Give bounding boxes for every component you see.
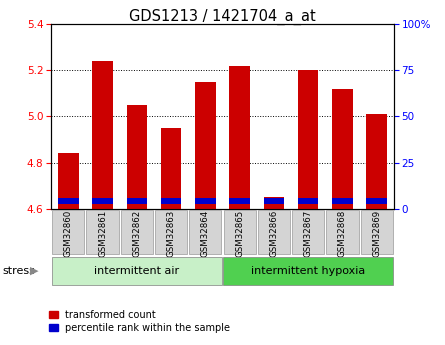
- Bar: [360, 210, 393, 254]
- Bar: [92, 61, 113, 209]
- Text: intermittent air: intermittent air: [94, 266, 179, 276]
- Bar: [92, 198, 113, 204]
- Text: GSM32867: GSM32867: [303, 210, 313, 257]
- Bar: [195, 198, 216, 204]
- Bar: [126, 198, 147, 204]
- Text: GSM32862: GSM32862: [132, 210, 142, 257]
- Bar: [86, 210, 119, 254]
- Text: GSM32866: GSM32866: [269, 210, 279, 257]
- Bar: [292, 210, 324, 254]
- Bar: [298, 198, 319, 204]
- Bar: [223, 257, 393, 285]
- Text: ▶: ▶: [30, 266, 39, 276]
- Bar: [229, 66, 250, 209]
- Text: GSM32863: GSM32863: [166, 210, 176, 257]
- Bar: [263, 198, 284, 204]
- Bar: [126, 105, 147, 209]
- Text: stress: stress: [2, 266, 35, 276]
- Bar: [52, 210, 85, 254]
- Bar: [155, 210, 187, 254]
- Bar: [326, 210, 359, 254]
- Bar: [161, 198, 182, 204]
- Text: GDS1213 / 1421704_a_at: GDS1213 / 1421704_a_at: [129, 9, 316, 25]
- Text: intermittent hypoxia: intermittent hypoxia: [251, 266, 365, 276]
- Text: GSM32864: GSM32864: [201, 210, 210, 257]
- Bar: [229, 198, 250, 204]
- Legend: transformed count, percentile rank within the sample: transformed count, percentile rank withi…: [45, 306, 234, 337]
- Bar: [332, 89, 353, 209]
- Text: GSM32868: GSM32868: [338, 210, 347, 257]
- Bar: [58, 153, 79, 209]
- Text: GSM32865: GSM32865: [235, 210, 244, 257]
- Text: GSM32860: GSM32860: [64, 210, 73, 257]
- Text: GSM32869: GSM32869: [372, 210, 381, 257]
- Bar: [258, 210, 290, 254]
- Bar: [366, 114, 387, 209]
- Bar: [195, 82, 216, 209]
- Bar: [366, 198, 387, 204]
- Bar: [161, 128, 182, 209]
- Bar: [121, 210, 153, 254]
- Text: GSM32861: GSM32861: [98, 210, 107, 257]
- Bar: [52, 257, 222, 285]
- Bar: [263, 197, 284, 209]
- Bar: [58, 198, 79, 204]
- Bar: [189, 210, 222, 254]
- Bar: [223, 210, 256, 254]
- Bar: [298, 70, 319, 209]
- Bar: [332, 198, 353, 204]
